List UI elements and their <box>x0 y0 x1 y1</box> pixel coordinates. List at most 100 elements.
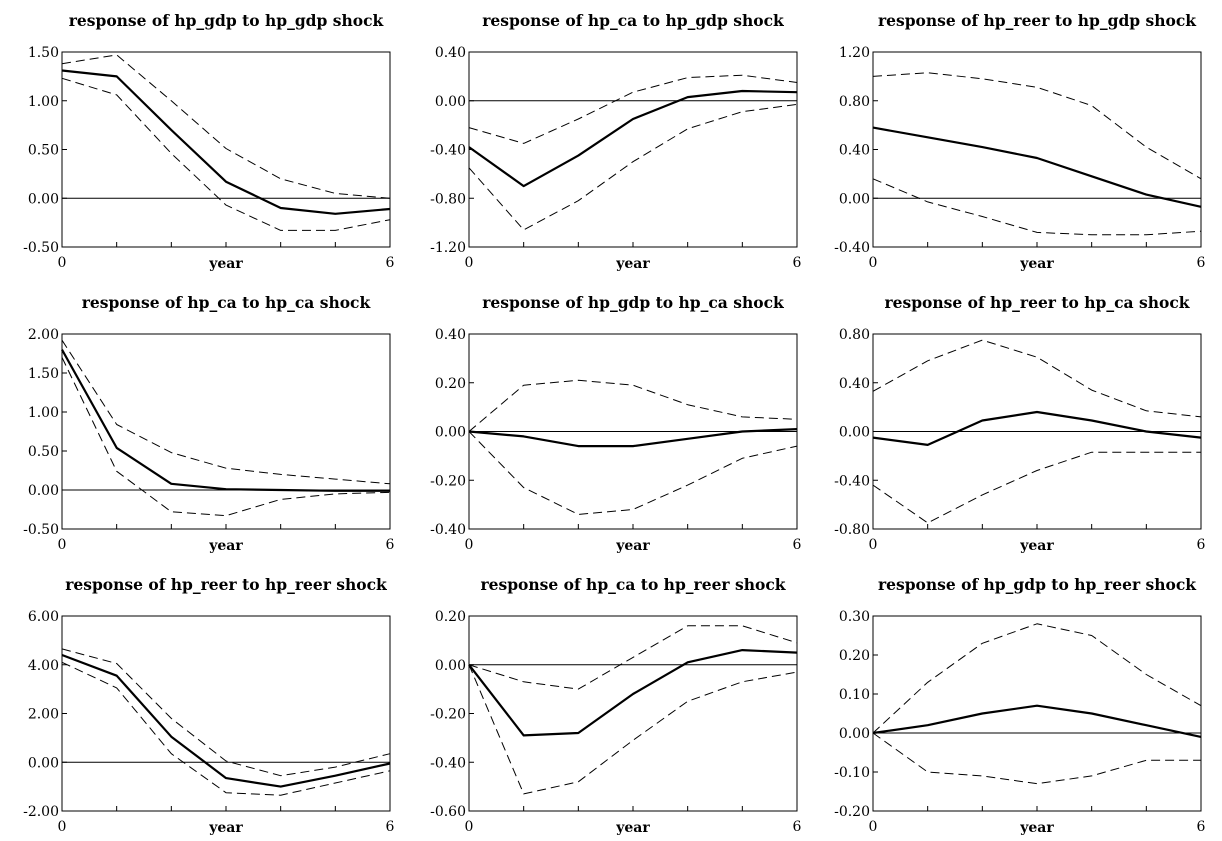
x-axis-label: year <box>615 256 650 272</box>
chart-panel: response of hp_reer to hp_reer shock 6.00… <box>23 575 394 836</box>
y-tick-label: 0.80 <box>839 327 870 343</box>
y-tick-label: -1.20 <box>430 240 466 256</box>
y-tick-label: 6.00 <box>28 609 59 625</box>
chart-panel: response of hp_gdp to hp_reer shock 0.30 0… <box>834 575 1205 836</box>
chart-panel: response of hp_ca to hp_gdp shock 0.40 0.0… <box>430 11 801 272</box>
x-tick-label: 6 <box>793 255 802 271</box>
plot-frame <box>468 51 798 248</box>
x-tick-label: 6 <box>793 819 802 835</box>
response-line <box>468 89 798 188</box>
x-axis-label: year <box>1019 538 1054 554</box>
y-tick-label: -0.40 <box>430 143 466 159</box>
x-tick-label: 0 <box>869 537 878 553</box>
confidence-band-line <box>468 431 798 515</box>
chart-panel: response of hp_ca to hp_reer shock 0.20 0.… <box>430 575 801 836</box>
y-tick-label: 0.20 <box>839 648 870 664</box>
plot-frame <box>872 615 1202 812</box>
x-tick-label: 0 <box>869 255 878 271</box>
y-tick-label: 0.40 <box>435 327 466 343</box>
y-tick-label: -0.40 <box>430 755 466 771</box>
x-tick-label: 6 <box>1197 255 1206 271</box>
chart-panel: response of hp_reer to hp_gdp shock 1.20 0… <box>834 11 1205 272</box>
x-axis-label: year <box>208 538 243 554</box>
y-tick-label: 0.00 <box>28 191 59 207</box>
confidence-band-line <box>872 732 1201 785</box>
y-tick-label: 0.00 <box>435 425 466 441</box>
confidence-band-line <box>61 661 391 796</box>
y-tick-label: 0.00 <box>839 425 870 441</box>
y-tick-label: 0.20 <box>435 376 466 392</box>
x-tick-label: 0 <box>58 537 67 553</box>
y-tick-label: -0.10 <box>834 765 870 781</box>
chart-panel: response of hp_ca to hp_ca shock 2.00 1.50… <box>23 293 394 554</box>
y-tick-label: 2.00 <box>28 327 59 343</box>
y-tick-label: 2.00 <box>28 707 59 723</box>
x-tick-label: 0 <box>465 537 474 553</box>
y-tick-label: 0.00 <box>435 94 466 110</box>
y-tick-label: 0.40 <box>839 143 870 159</box>
y-tick-label: 0.00 <box>839 191 870 207</box>
plot-frame <box>61 333 391 530</box>
x-axis-label: year <box>1019 256 1054 272</box>
response-line <box>468 648 798 737</box>
response-line <box>872 410 1202 446</box>
y-tick-label: -0.20 <box>430 473 466 489</box>
response-line <box>61 69 391 215</box>
x-axis-label: year <box>615 820 650 836</box>
confidence-band-line <box>468 625 798 690</box>
chart-title: response of hp_gdp to hp_reer shock <box>878 575 1196 594</box>
confidence-band-line <box>872 178 1202 236</box>
y-tick-label: 4.00 <box>28 658 59 674</box>
chart-panel: response of hp_gdp to hp_gdp shock 1.50 1.… <box>23 11 394 272</box>
y-tick-label: 0.30 <box>839 609 870 625</box>
confidence-band-line <box>61 648 391 777</box>
plot-frame <box>872 51 1202 248</box>
chart-title: response of hp_reer to hp_reer shock <box>65 575 387 594</box>
confidence-band-line <box>872 451 1201 524</box>
chart-title: response of hp_gdp to hp_gdp shock <box>69 11 384 30</box>
y-tick-label: -0.80 <box>430 191 466 207</box>
y-tick-label: -0.40 <box>834 240 870 256</box>
y-tick-label: 1.00 <box>28 405 59 421</box>
chart-panel: response of hp_reer to hp_ca shock 0.80 0.… <box>834 293 1205 554</box>
x-tick-label: 6 <box>1197 537 1206 553</box>
chart-title: response of hp_ca to hp_ca shock <box>82 293 371 312</box>
y-tick-label: -2.00 <box>23 804 59 820</box>
x-tick-label: 0 <box>58 819 67 835</box>
confidence-band-line <box>872 72 1202 180</box>
response-line <box>468 428 798 448</box>
chart-title: response of hp_gdp to hp_ca shock <box>482 293 784 312</box>
y-tick-label: 0.10 <box>839 687 870 703</box>
response-line <box>872 704 1202 738</box>
confidence-band-line <box>468 379 798 432</box>
y-tick-label: -0.20 <box>430 707 466 723</box>
x-axis-label: year <box>1019 820 1054 836</box>
y-tick-label: 1.00 <box>28 94 59 110</box>
y-tick-label: 0.50 <box>28 143 59 159</box>
plot-frame <box>61 51 391 248</box>
y-tick-label: -0.50 <box>23 240 59 256</box>
chart-panel: response of hp_gdp to hp_ca shock 0.40 0.2… <box>430 293 801 554</box>
y-tick-label: 1.20 <box>839 45 870 61</box>
y-tick-label: -0.60 <box>430 804 466 820</box>
y-tick-label: -0.50 <box>23 522 59 538</box>
y-tick-label: 1.50 <box>28 45 59 61</box>
y-tick-label: -0.80 <box>834 522 870 538</box>
x-axis-label: year <box>208 820 243 836</box>
response-line <box>61 349 390 492</box>
y-tick-label: -0.40 <box>834 473 870 489</box>
x-axis-label: year <box>615 538 650 554</box>
chart-title: response of hp_reer to hp_ca shock <box>884 293 1189 312</box>
chart-title: response of hp_ca to hp_reer shock <box>480 575 785 594</box>
y-tick-label: 0.40 <box>435 45 466 61</box>
confidence-band-line <box>61 357 391 517</box>
y-tick-label: 1.50 <box>28 366 59 382</box>
y-tick-label: 0.00 <box>28 483 59 499</box>
confidence-band-line <box>468 103 798 231</box>
y-tick-label: -0.40 <box>430 522 466 538</box>
y-tick-label: 0.00 <box>435 658 466 674</box>
x-tick-label: 0 <box>465 819 474 835</box>
confidence-band-line <box>61 339 391 485</box>
y-tick-label: 0.40 <box>839 376 870 392</box>
